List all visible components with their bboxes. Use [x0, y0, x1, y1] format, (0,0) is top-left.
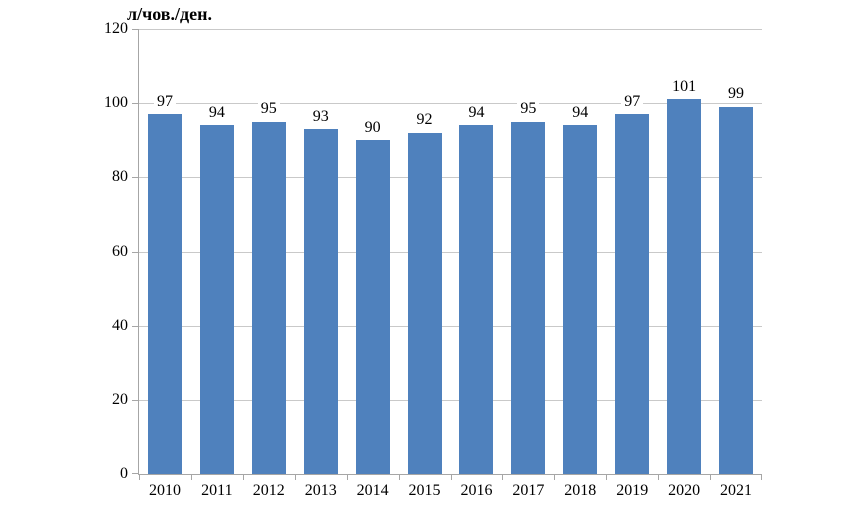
x-tick-mark [606, 475, 608, 480]
x-tick-mark [294, 475, 296, 480]
x-category-label: 2018 [564, 482, 597, 499]
x-category-label: 2015 [408, 482, 441, 499]
bar-2010 [147, 114, 182, 474]
y-tick-label: 20 [112, 390, 128, 408]
x-category-label: 2014 [356, 482, 389, 499]
x-tick-mark [242, 475, 244, 480]
bar-2013 [303, 129, 338, 474]
y-tick-label: 100 [104, 94, 128, 112]
gridline-40 [139, 325, 762, 327]
gridline-20 [139, 399, 762, 401]
y-tick-mark [132, 103, 138, 105]
x-tick-mark [761, 475, 762, 480]
x-tick-mark [710, 475, 712, 480]
bar-value-label: 94 [569, 103, 592, 122]
y-axis-line [138, 29, 139, 474]
bar-2015 [407, 132, 442, 474]
bar-value-label: 95 [517, 100, 540, 118]
x-category-label: 2017 [512, 482, 545, 499]
x-tick-mark [190, 475, 192, 480]
y-tick-mark [132, 473, 138, 474]
gridline-60 [139, 251, 762, 253]
bar-2019 [615, 114, 650, 474]
x-category-label: 2016 [460, 482, 493, 499]
x-tick-mark [450, 475, 452, 480]
x-tick-mark [346, 475, 348, 480]
x-category-label: 2020 [668, 482, 701, 499]
bar-value-label: 90 [361, 118, 384, 137]
x-tick-mark [139, 475, 140, 480]
x-category-label: 2013 [304, 482, 337, 499]
gridline-80 [139, 177, 762, 179]
x-tick-mark [554, 475, 556, 480]
bar-value-label: 99 [725, 85, 748, 103]
bar-value-label: 95 [257, 100, 280, 118]
x-tick-mark [502, 475, 504, 480]
bar-value-label: 94 [205, 103, 228, 122]
bar-value-label: 92 [413, 111, 436, 129]
plot-area: 0 20 40 60 80 100 120 97 2010 94 2011 95 2012 93 2013 9… [104, 20, 762, 499]
bar-2017 [511, 121, 546, 474]
y-tick-mark [132, 325, 138, 327]
bar-value-label: 97 [153, 92, 176, 111]
bar-2016 [459, 125, 494, 474]
y-tick-mark [132, 29, 138, 30]
bar-2021 [719, 106, 754, 474]
y-tick-mark [132, 177, 138, 179]
x-axis-line [138, 474, 762, 475]
y-tick-label: 80 [112, 168, 128, 186]
bar-2014 [355, 140, 390, 474]
x-category-label: 2019 [616, 482, 649, 499]
y-tick-label: 120 [104, 20, 128, 37]
bar-2012 [251, 121, 286, 474]
y-tick-label: 0 [120, 465, 128, 482]
x-tick-mark [658, 475, 660, 480]
bar-value-label: 94 [465, 103, 488, 122]
axis-title: л/чов./ден. [127, 4, 212, 24]
bar-2020 [667, 99, 702, 474]
x-category-label: 2012 [252, 482, 285, 499]
bar-2011 [199, 125, 234, 474]
gridline-100 [139, 103, 762, 105]
x-category-label: 2011 [201, 482, 233, 499]
y-tick-label: 60 [112, 242, 128, 260]
bar-value-label: 93 [309, 107, 332, 126]
bar-value-label: 97 [621, 92, 644, 111]
gridline-120 [139, 29, 762, 30]
y-tick-mark [132, 399, 138, 401]
x-tick-mark [398, 475, 400, 480]
x-category-label: 2021 [720, 482, 753, 499]
y-tick-label: 40 [112, 316, 128, 334]
bar-value-label: 101 [669, 77, 700, 96]
bar-2018 [563, 125, 598, 474]
y-tick-mark [132, 251, 138, 253]
x-category-label: 2010 [148, 482, 181, 499]
